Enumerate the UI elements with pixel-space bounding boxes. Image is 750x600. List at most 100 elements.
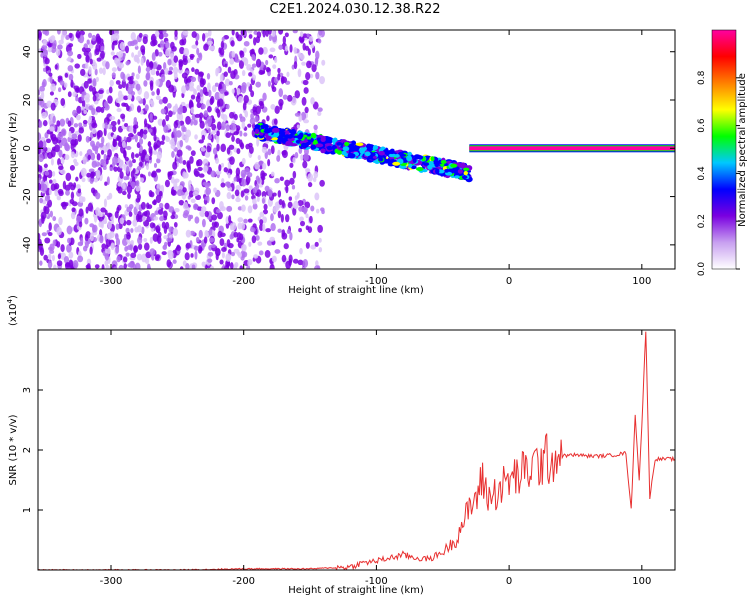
spectrogram-noise-cell — [221, 178, 225, 184]
spectrogram-signal-cell — [435, 168, 440, 175]
spectrogram-noise-cell — [118, 264, 124, 269]
spectrogram-noise-cell — [68, 32, 73, 38]
spectrogram-noise-cell — [286, 229, 291, 235]
spectrogram-noise-cell — [293, 200, 299, 210]
spectrogram-noise-cell — [70, 151, 76, 159]
spectrogram-noise-cell — [203, 110, 209, 118]
spectrogram-noise-cell — [100, 45, 105, 53]
spectrogram-noise-cell — [281, 254, 287, 263]
spectrogram-noise-cell — [313, 124, 318, 131]
spectrogram-noise-cell — [272, 192, 277, 197]
spectrogram-noise-cell — [172, 66, 179, 75]
spectrogram-noise-cell — [256, 31, 262, 39]
spectrogram-noise-cell — [241, 70, 246, 77]
spectrogram-noise-cell — [89, 58, 93, 65]
spectrogram-noise-cell — [154, 30, 160, 37]
spectrogram-noise-cell — [59, 80, 65, 86]
spectrogram-noise-cell — [224, 91, 229, 96]
spectrogram-noise-cell — [106, 142, 111, 150]
spectrogram-noise-cell — [129, 243, 133, 251]
spectrogram-noise-cell — [289, 44, 293, 53]
spectrogram-noise-cell — [85, 47, 91, 53]
colorbar-tick-label: 0.6 — [697, 118, 707, 133]
spectrogram-noise-cell — [239, 265, 244, 269]
spectrogram-noise-cell — [70, 211, 76, 220]
spectrogram-noise-cell — [280, 213, 284, 223]
spectrogram-noise-cell — [201, 218, 206, 228]
spectrogram-noise-cell — [274, 105, 280, 114]
spectrogram-noise-cell — [189, 53, 195, 59]
spectrogram-noise-cell — [194, 113, 201, 118]
spectrogram-noise-cell — [293, 61, 298, 70]
spectrogram-signal-cell — [295, 139, 301, 144]
spectrogram-noise-cell — [116, 107, 122, 113]
spectrogram-noise-cell — [70, 191, 75, 200]
spectrogram-noise-cell — [191, 67, 195, 73]
spectrogram-noise-cell — [273, 118, 278, 125]
spectrogram-noise-cell — [198, 229, 203, 239]
spectrogram-noise-cell — [303, 119, 310, 124]
spectrogram-noise-cell — [267, 30, 272, 35]
spectrogram-noise-cell — [88, 115, 93, 124]
spectrogram-noise-cell — [67, 55, 72, 62]
spectrogram-noise-cell — [192, 191, 199, 197]
spectrogram-noise-cell — [147, 263, 151, 269]
spectrogram-signal-cell — [412, 157, 417, 164]
spectrogram-signal-cell — [254, 128, 260, 135]
spectrogram-noise-cell — [258, 47, 264, 55]
spectrogram-noise-cell — [278, 98, 284, 107]
spectrogram-noise-cell — [138, 161, 143, 168]
spectrogram-noise-cell — [48, 253, 52, 261]
spectrogram-noise-cell — [316, 208, 320, 214]
spectrogram-noise-cell — [60, 97, 66, 107]
spectrogram-noise-cell — [159, 140, 165, 145]
spectrogram-noise-cell — [48, 222, 52, 231]
spectrogram-noise-cell — [291, 184, 296, 190]
spectrogram-signal-cell — [306, 136, 312, 140]
spectrogram-x-tick-label: -200 — [232, 276, 255, 287]
spectrogram-noise-cell — [255, 81, 262, 88]
spectrogram-noise-cell — [259, 223, 264, 232]
spectrogram-noise-cell — [134, 133, 138, 143]
spectrogram-noise-cell — [273, 76, 279, 84]
spectrogram-noise-cell — [182, 58, 188, 66]
snr-x-tick-label: 0 — [506, 576, 512, 587]
spectrogram-noise-cell — [197, 92, 201, 100]
spectrogram-noise-cell — [105, 61, 110, 70]
spectrogram-noise-cell — [90, 171, 96, 177]
spectrogram-noise-cell — [133, 116, 137, 123]
spectrogram-noise-cell — [82, 196, 86, 203]
spectrogram-noise-cell — [258, 100, 264, 106]
spectrogram-noise-cell — [128, 203, 134, 210]
spectrogram-noise-cell — [41, 232, 48, 237]
spectrogram-signal-cell — [254, 124, 261, 128]
spectrogram-noise-cell — [156, 88, 160, 96]
spectrogram-noise-cell — [117, 119, 121, 125]
spectrogram-noise-cell — [248, 145, 254, 154]
spectrogram-signal-cell — [263, 124, 269, 129]
spectrogram-noise-cell — [225, 124, 231, 132]
spectrogram-noise-cell — [104, 253, 110, 261]
spectrogram-noise-cell — [87, 78, 92, 84]
spectrogram-noise-cell — [301, 96, 307, 106]
spectrogram-noise-cell — [165, 221, 170, 230]
spectrogram-signal-cell — [444, 168, 450, 173]
spectrogram-noise-cell — [284, 45, 289, 52]
spectrogram-y-tick-label: -20 — [22, 188, 33, 204]
spectrogram-noise-cell — [154, 49, 159, 57]
spectrogram-noise-cell — [230, 70, 236, 80]
spectrogram-noise-cell — [234, 189, 240, 197]
spectrogram-noise-cell — [103, 153, 107, 162]
spectrogram-signal-cell — [334, 148, 339, 154]
spectrogram-signal-cell — [410, 165, 417, 170]
spectrogram-noise-cell — [190, 94, 196, 100]
spectrogram-noise-cell — [252, 74, 256, 81]
spectrogram-noise-cell — [110, 51, 115, 56]
spectrogram-noise-cell — [241, 204, 246, 212]
spectrogram-noise-cell — [225, 222, 230, 229]
spectrogram-noise-cell — [298, 227, 302, 233]
spectrogram-noise-cell — [174, 178, 180, 183]
spectrogram-noise-cell — [101, 264, 105, 269]
spectrogram-noise-cell — [294, 152, 299, 159]
